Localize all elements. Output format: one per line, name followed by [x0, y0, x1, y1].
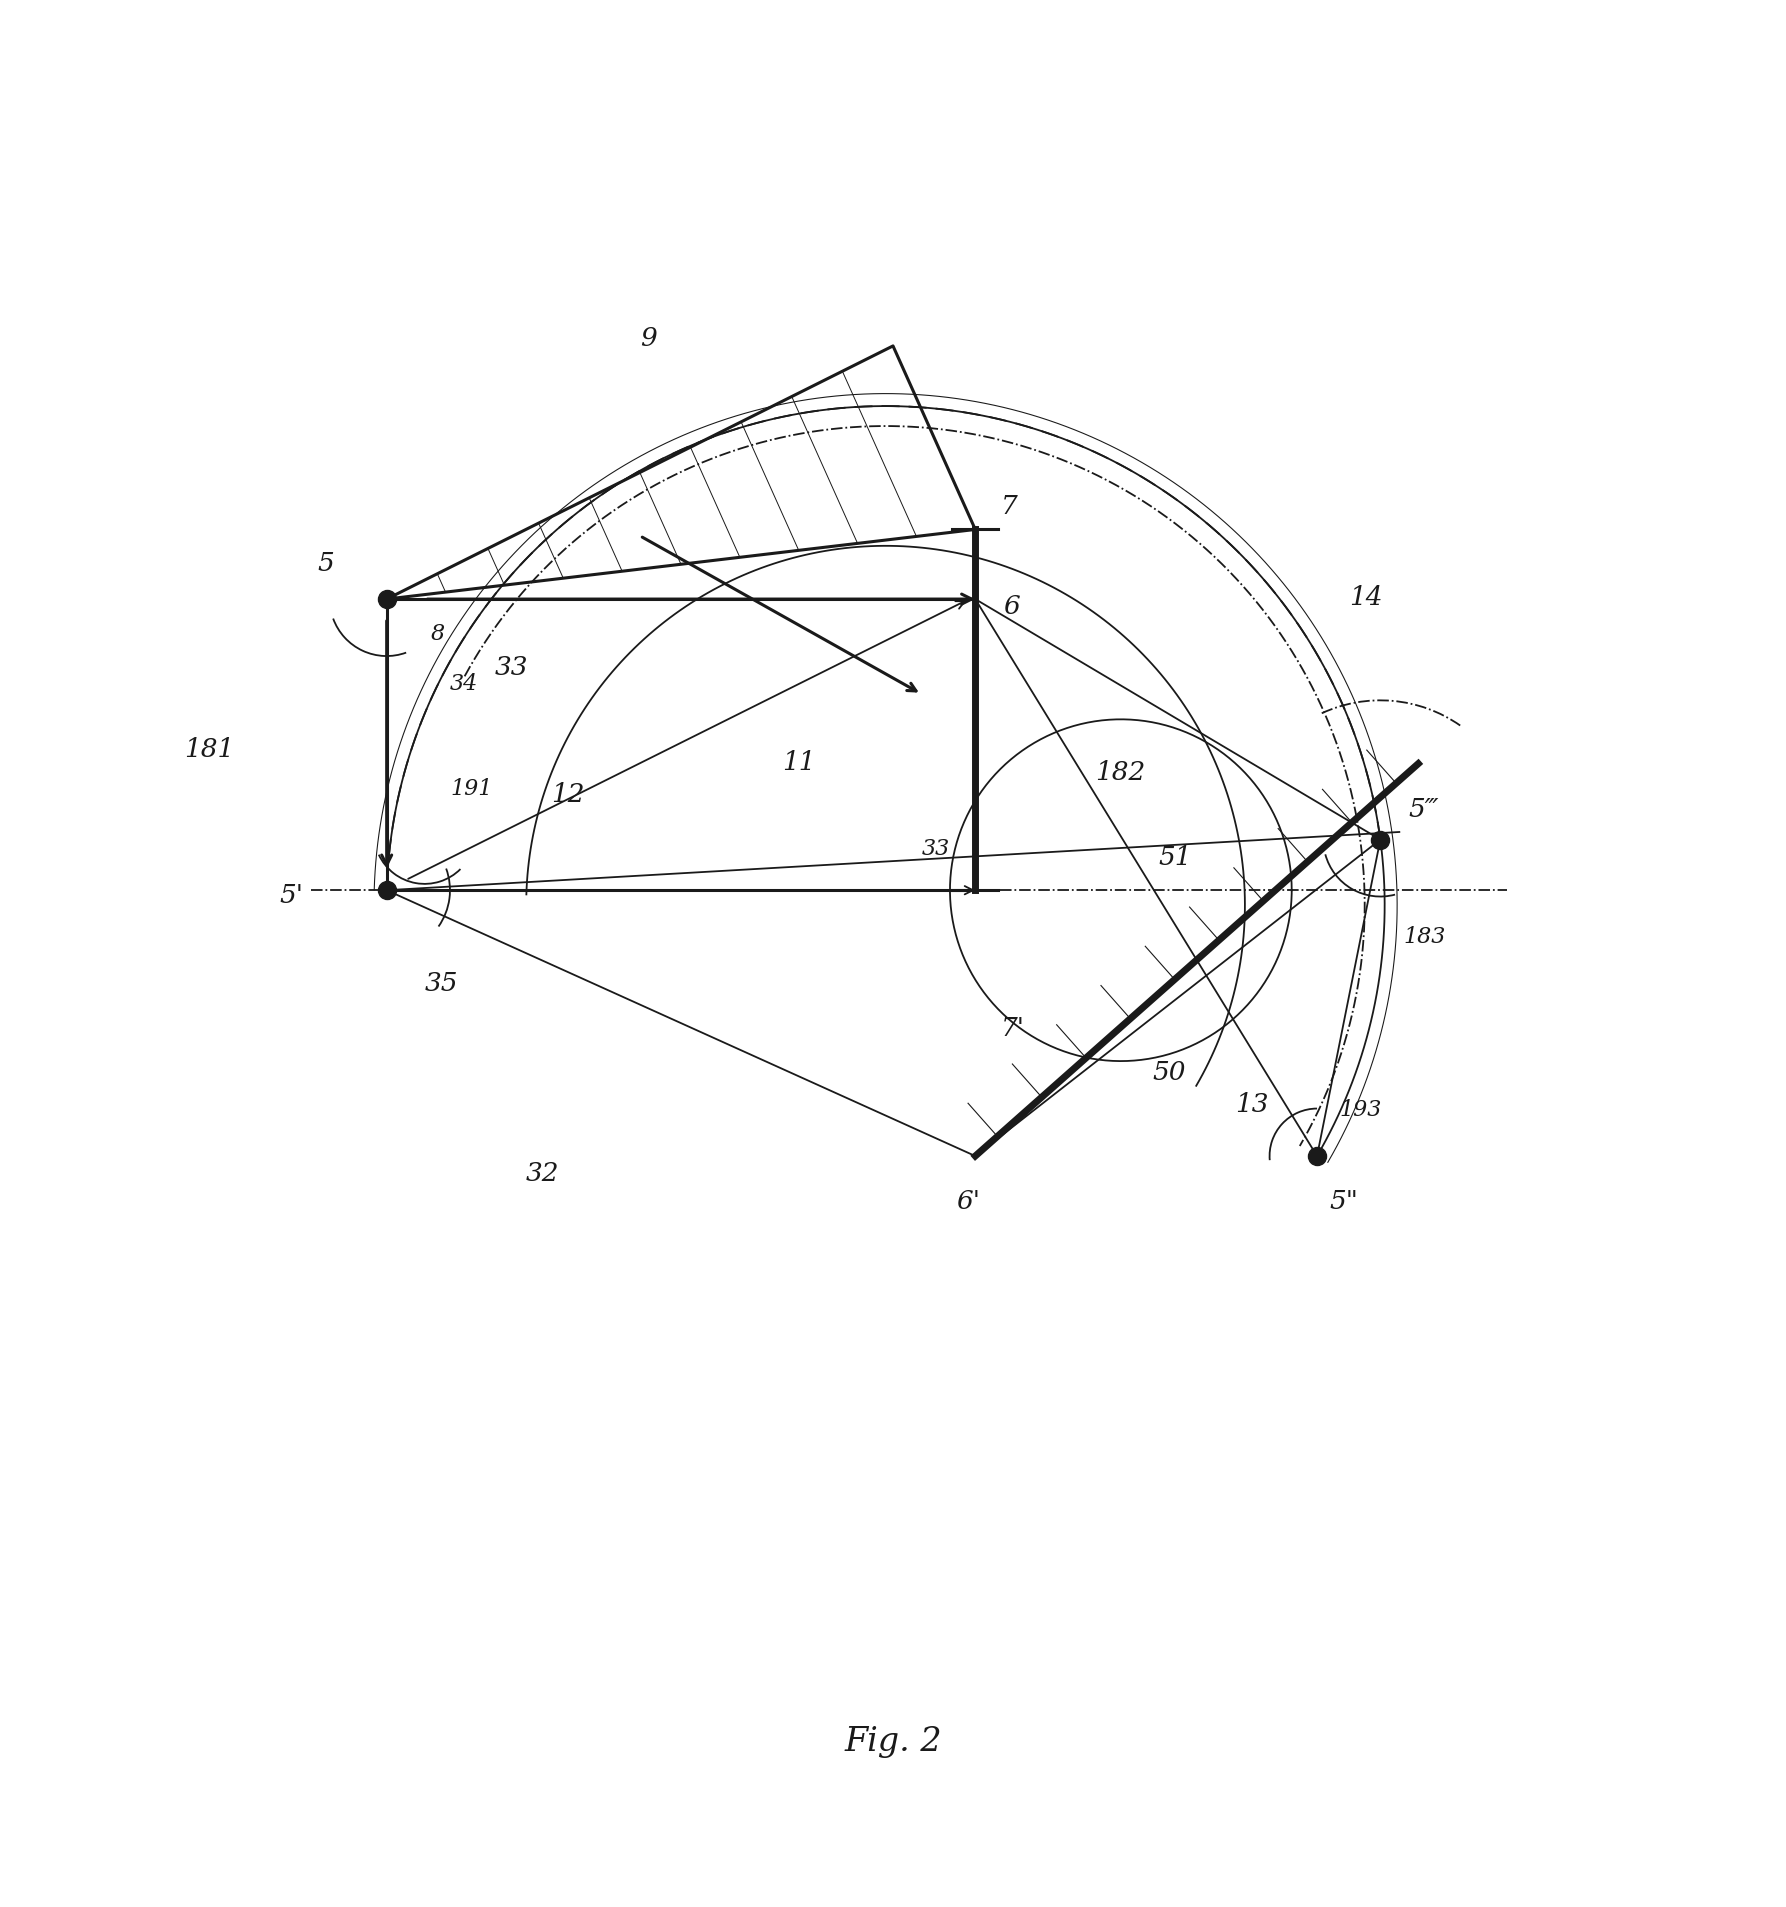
Text: 51: 51	[1159, 845, 1193, 870]
Text: 7': 7'	[1000, 1016, 1025, 1041]
Text: 14: 14	[1348, 585, 1382, 610]
Text: 5': 5'	[279, 883, 304, 908]
Text: 5‴: 5‴	[1407, 797, 1440, 822]
Text: 191: 191	[450, 778, 493, 801]
Text: 9: 9	[639, 326, 657, 351]
Text: 6': 6'	[956, 1190, 981, 1215]
Text: 193: 193	[1340, 1098, 1382, 1121]
Text: 5": 5"	[1331, 1190, 1359, 1215]
Text: 32: 32	[525, 1161, 559, 1186]
Text: 181: 181	[184, 738, 234, 763]
Text: 35: 35	[425, 971, 459, 997]
Text: 6: 6	[1004, 595, 1020, 620]
Text: Fig. 2: Fig. 2	[845, 1726, 941, 1758]
Text: 34: 34	[450, 673, 479, 696]
Text: 33: 33	[922, 837, 950, 860]
Text: 7: 7	[1000, 494, 1018, 519]
Text: 50: 50	[1152, 1060, 1186, 1085]
Text: 5: 5	[318, 551, 334, 576]
Text: 182: 182	[1095, 761, 1147, 786]
Text: 12: 12	[552, 782, 584, 807]
Text: 13: 13	[1234, 1091, 1268, 1118]
Text: 11: 11	[782, 749, 816, 774]
Text: 33: 33	[495, 654, 529, 681]
Text: 183: 183	[1404, 927, 1445, 948]
Text: 8: 8	[430, 622, 445, 645]
